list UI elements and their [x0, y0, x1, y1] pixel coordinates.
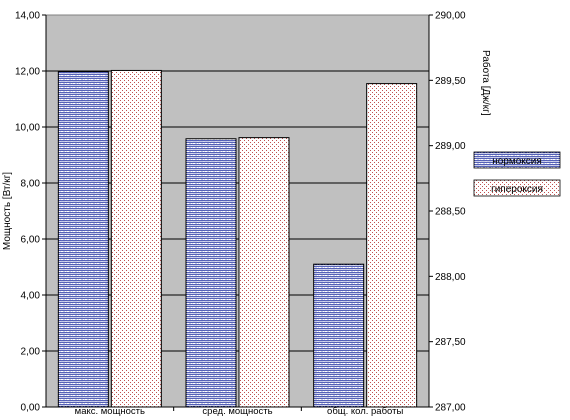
y-axis-title: Мощность [Вт/кг]: [2, 172, 13, 250]
bars: [57, 69, 418, 408]
bar-normoxia: [57, 71, 109, 408]
right-tick-label: 288,50: [435, 207, 466, 218]
category-label: макс. мощность: [75, 406, 145, 417]
left-tick-label: 2,00: [21, 347, 41, 358]
right-y-ticks: 287,00 287,50 288,00 288,50 289,00 289,50 290,…: [429, 11, 466, 414]
left-y-ticks: 0,00 2,00 4,00 6,00 8,00 10,00 12,00 14,00: [15, 11, 46, 414]
plot-area: [45, 14, 430, 408]
category-label: сред. мощность: [202, 406, 272, 417]
bar-hyperoxia: [110, 69, 162, 408]
left-tick-label: 8,00: [21, 179, 41, 190]
right-tick-label: 289,00: [435, 141, 466, 152]
gridlines: [46, 70, 429, 352]
bar-hyperoxia: [238, 137, 290, 408]
bar-normoxia: [313, 263, 365, 408]
bar-hyperoxia: [366, 83, 418, 408]
bar-normoxia: [185, 138, 237, 408]
legend-label-hyperoxia: гипероксия: [491, 184, 543, 195]
category-label: общ. кол. работы: [327, 406, 403, 417]
right-tick-label: 287,50: [435, 337, 466, 348]
legend-swatch-hyperoxia: [473, 179, 561, 197]
left-tick-label: 12,00: [15, 67, 40, 78]
left-tick-label: 0,00: [21, 403, 41, 414]
legend-label-normoxia: нормоксия: [492, 156, 542, 167]
left-tick-label: 4,00: [21, 291, 41, 302]
left-tick-label: 14,00: [15, 11, 40, 22]
right-tick-label: 290,00: [435, 11, 466, 22]
right-tick-label: 287,00: [435, 403, 466, 414]
legend-swatch-normoxia: [473, 151, 561, 169]
y2-axis-title: Работа [Дж/кг]: [480, 50, 492, 116]
right-tick-label: 288,00: [435, 272, 466, 283]
right-tick-label: 289,50: [435, 76, 466, 87]
left-tick-label: 10,00: [15, 123, 40, 134]
legend: нормоксия гипероксия: [473, 151, 561, 197]
left-tick-label: 6,00: [21, 235, 41, 246]
x-category-labels: макс. мощность сред. мощность общ. кол. ра…: [75, 406, 404, 417]
